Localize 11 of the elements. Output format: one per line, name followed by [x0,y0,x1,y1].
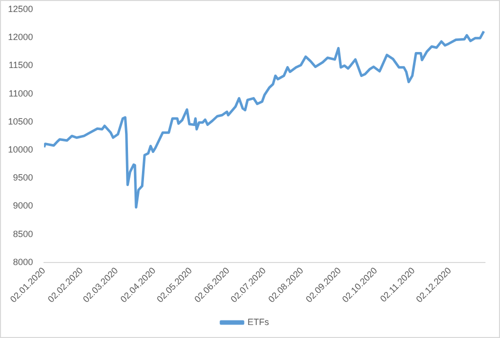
y-tick-label: 10500 [8,116,34,126]
y-tick-label: 8000 [12,256,34,267]
y-tick-label: 11500 [8,60,34,70]
y-tick-label: 9500 [12,172,34,183]
y-tick-label: 8500 [12,228,34,239]
y-tick-label: 10000 [8,144,34,154]
legend-label: ETFs [248,316,270,327]
y-tick-label: 11000 [8,88,34,98]
y-tick-label: 9000 [12,200,34,211]
y-tick-label: 12000 [8,32,34,42]
y-tick-label: 12500 [8,4,34,14]
